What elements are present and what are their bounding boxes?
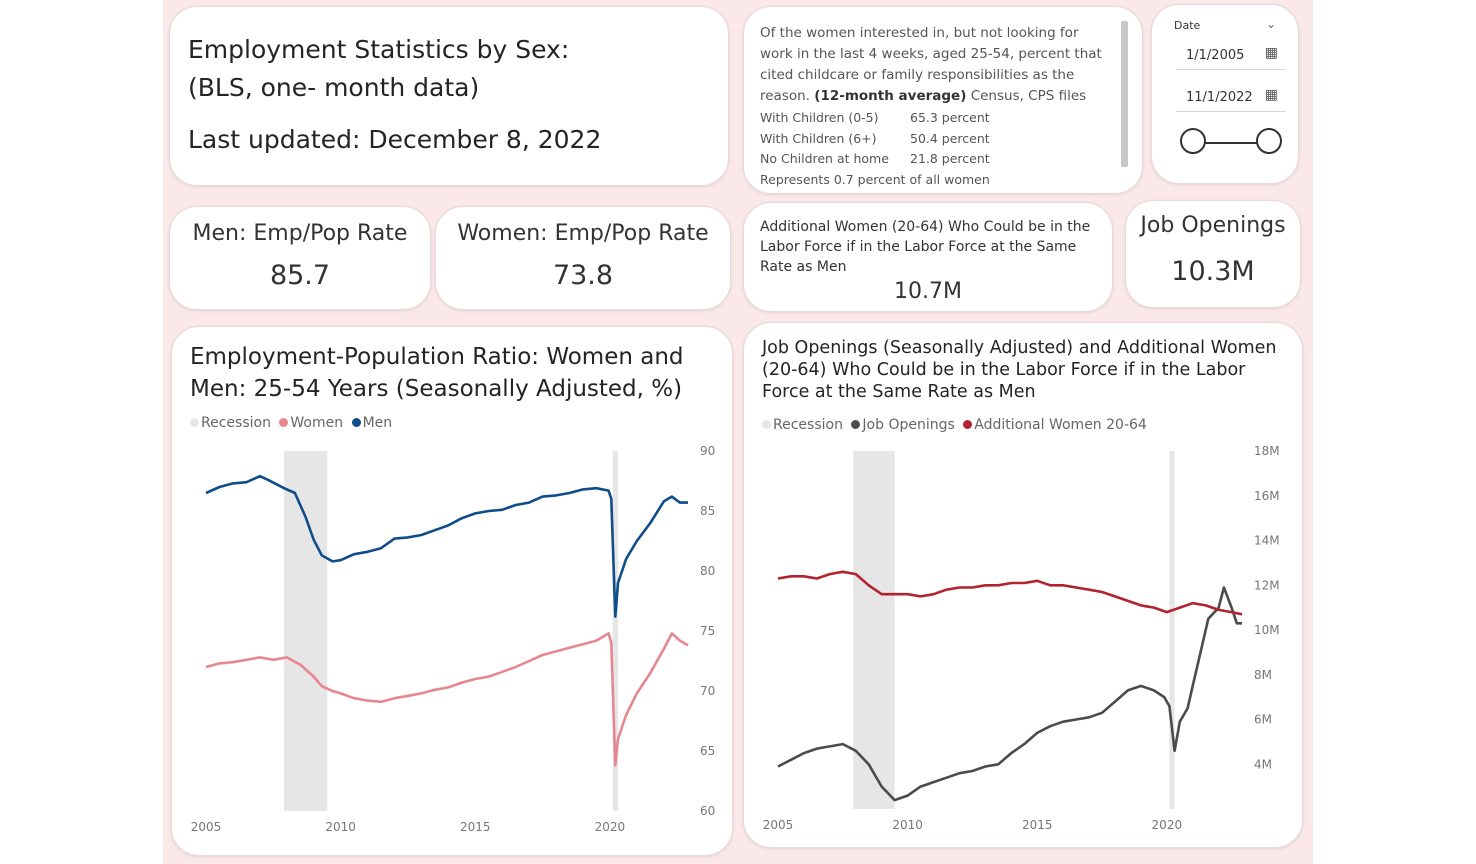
kpi-women-label: Women: Emp/Pop Rate [457, 221, 709, 246]
note-intro: Of the women interested in, but not look… [760, 23, 1110, 107]
legend-label: Women [290, 415, 344, 431]
note-row-label: With Children (6+) [760, 131, 877, 146]
dashboard-canvas: Employment Statistics by Sex: (BLS, one-… [163, 0, 1313, 864]
note-row: With Children (6+) 50.4 percent [760, 131, 990, 146]
note-row-value: 21.8 percent [910, 151, 990, 166]
legend-item-women[interactable]: Women [279, 415, 343, 431]
kpi-women-value: 73.8 [552, 260, 614, 291]
y-tick-label: 60 [700, 804, 715, 818]
note-row: With Children (0-5) 65.3 percent [760, 110, 990, 125]
y-tick-label: 70 [700, 684, 715, 698]
legend-item-recession[interactable]: Recession [190, 415, 271, 431]
kpi-additional-women-label: Additional Women (20-64) Who Could be in… [760, 219, 1091, 275]
last-updated-text: Last updated: December 8, 2022 [188, 125, 602, 154]
x-tick-label: 2010 [892, 818, 923, 832]
recession-band [612, 451, 618, 811]
calendar-icon[interactable]: ▦ [1264, 87, 1278, 103]
end-date-value: 11/1/2022 [1186, 90, 1253, 105]
y-tick-label: 14M [1254, 534, 1280, 548]
y-tick-label: 16M [1254, 489, 1280, 503]
legend-item-men[interactable]: Men [351, 415, 393, 431]
x-tick-label: 2005 [191, 820, 222, 834]
x-tick-label: 2020 [595, 820, 626, 834]
chart-title: Job Openings (Seasonally Adjusted) and A… [762, 338, 1277, 402]
y-tick-label: 10M [1254, 623, 1280, 637]
note-scrollbar[interactable] [1121, 21, 1128, 167]
kpi-men-value: 85.7 [269, 260, 331, 291]
recession-band [1169, 451, 1175, 809]
note-intro-bold: (12-month average) [814, 88, 967, 104]
emp-pop-ratio-chart-card: Employment-Population Ratio: Women and M… [171, 326, 733, 856]
legend-item-recession[interactable]: Recession [762, 417, 843, 433]
series-line-job-openings[interactable] [777, 586, 1242, 802]
start-date-input[interactable]: 1/1/2005 ▦ [1176, 41, 1286, 70]
kpi-additional-women-card: Additional Women (20-64) Who Could be in… [743, 202, 1113, 312]
kpi-additional-women-value: 10.7M [894, 279, 962, 304]
x-tick-label: 2015 [1022, 818, 1053, 832]
recession-band [284, 451, 328, 811]
calendar-icon[interactable]: ▦ [1264, 45, 1278, 61]
chart-title: Employment-Population Ratio: Women and M… [190, 344, 684, 402]
emp-pop-ratio-chart: 90 85 80 75 70 65 60 2005 2010 2015 2020 [191, 444, 716, 834]
y-tick-label: 90 [700, 444, 715, 458]
childcare-note-card: Of the women interested in, but not look… [743, 6, 1143, 194]
note-row-value: 50.4 percent [910, 131, 990, 146]
x-tick-label: 2015 [460, 820, 491, 834]
y-tick-label: 8M [1254, 668, 1272, 682]
note-footer: Represents 0.7 percent of all women [760, 172, 990, 187]
job-openings-chart: 18M 16M 14M 12M 10M 8M 6M 4M 2005 2010 2015 2020 [763, 444, 1280, 832]
y-tick-label: 6M [1254, 713, 1272, 727]
legend-label: Men [362, 415, 393, 431]
kpi-job-openings-label: Job Openings [1140, 213, 1286, 238]
date-range-slider-track[interactable] [1196, 142, 1272, 144]
series-line-additional-women-20-64[interactable] [777, 570, 1243, 616]
kpi-job-openings-card: Job Openings 10.3M [1125, 200, 1301, 308]
legend-label: Recession [773, 417, 843, 433]
kpi-men-card: Men: Emp/Pop Rate 85.7 [169, 206, 431, 310]
chart-legend: Recession Women Men [190, 415, 396, 431]
job-openings-chart-card: Job Openings (Seasonally Adjusted) and A… [743, 322, 1303, 848]
x-tick-label: 2010 [325, 820, 356, 834]
recession-band [853, 451, 895, 809]
kpi-men-label: Men: Emp/Pop Rate [192, 221, 408, 246]
date-range-start-handle[interactable] [1180, 128, 1206, 154]
x-tick-label: 2020 [1152, 818, 1183, 832]
series-line-men[interactable] [205, 474, 688, 618]
page-title-line1: Employment Statistics by Sex: [188, 35, 570, 64]
series-line-women[interactable] [205, 632, 689, 767]
kpi-women-card: Women: Emp/Pop Rate 73.8 [435, 206, 731, 310]
y-tick-label: 65 [700, 744, 715, 758]
note-row-label: No Children at home [760, 151, 889, 166]
note-row: No Children at home 21.8 percent [760, 151, 990, 166]
start-date-value: 1/1/2005 [1186, 48, 1245, 63]
x-tick-label: 2005 [763, 818, 794, 832]
kpi-job-openings-value: 10.3M [1171, 256, 1255, 287]
y-tick-label: 18M [1254, 444, 1280, 458]
chevron-down-icon[interactable]: ⌄ [1265, 17, 1276, 31]
title-card: Employment Statistics by Sex: (BLS, one-… [169, 6, 729, 186]
legend-label: Job Openings [862, 417, 955, 433]
note-intro-text: Of the women interested in, but not look… [760, 25, 1102, 104]
legend-item-job-openings[interactable]: Job Openings [851, 417, 955, 433]
legend-item-additional-women[interactable]: Additional Women 20-64 [963, 417, 1147, 433]
note-row-value: 65.3 percent [910, 110, 990, 125]
y-tick-label: 4M [1254, 757, 1272, 771]
date-slicer-label: Date [1174, 19, 1201, 32]
page-title-line2: (BLS, one- month data) [188, 73, 480, 102]
chart-legend: Recession Job Openings Additional Women … [762, 417, 1151, 433]
note-row-label: With Children (0-5) [760, 110, 879, 125]
y-tick-label: 85 [700, 504, 715, 518]
date-range-end-handle[interactable] [1256, 128, 1282, 154]
y-tick-label: 80 [700, 564, 715, 578]
end-date-input[interactable]: 11/1/2022 ▦ [1176, 83, 1286, 112]
y-tick-label: 75 [700, 624, 715, 638]
y-tick-label: 12M [1254, 578, 1280, 592]
note-source: Census, CPS files [970, 88, 1087, 104]
legend-label: Recession [201, 415, 271, 431]
date-slicer: Date ⌄ 1/1/2005 ▦ 11/1/2022 ▦ [1151, 4, 1299, 184]
page-title: Employment Statistics by Sex: (BLS, one-… [188, 31, 569, 107]
legend-label: Additional Women 20-64 [974, 417, 1147, 433]
